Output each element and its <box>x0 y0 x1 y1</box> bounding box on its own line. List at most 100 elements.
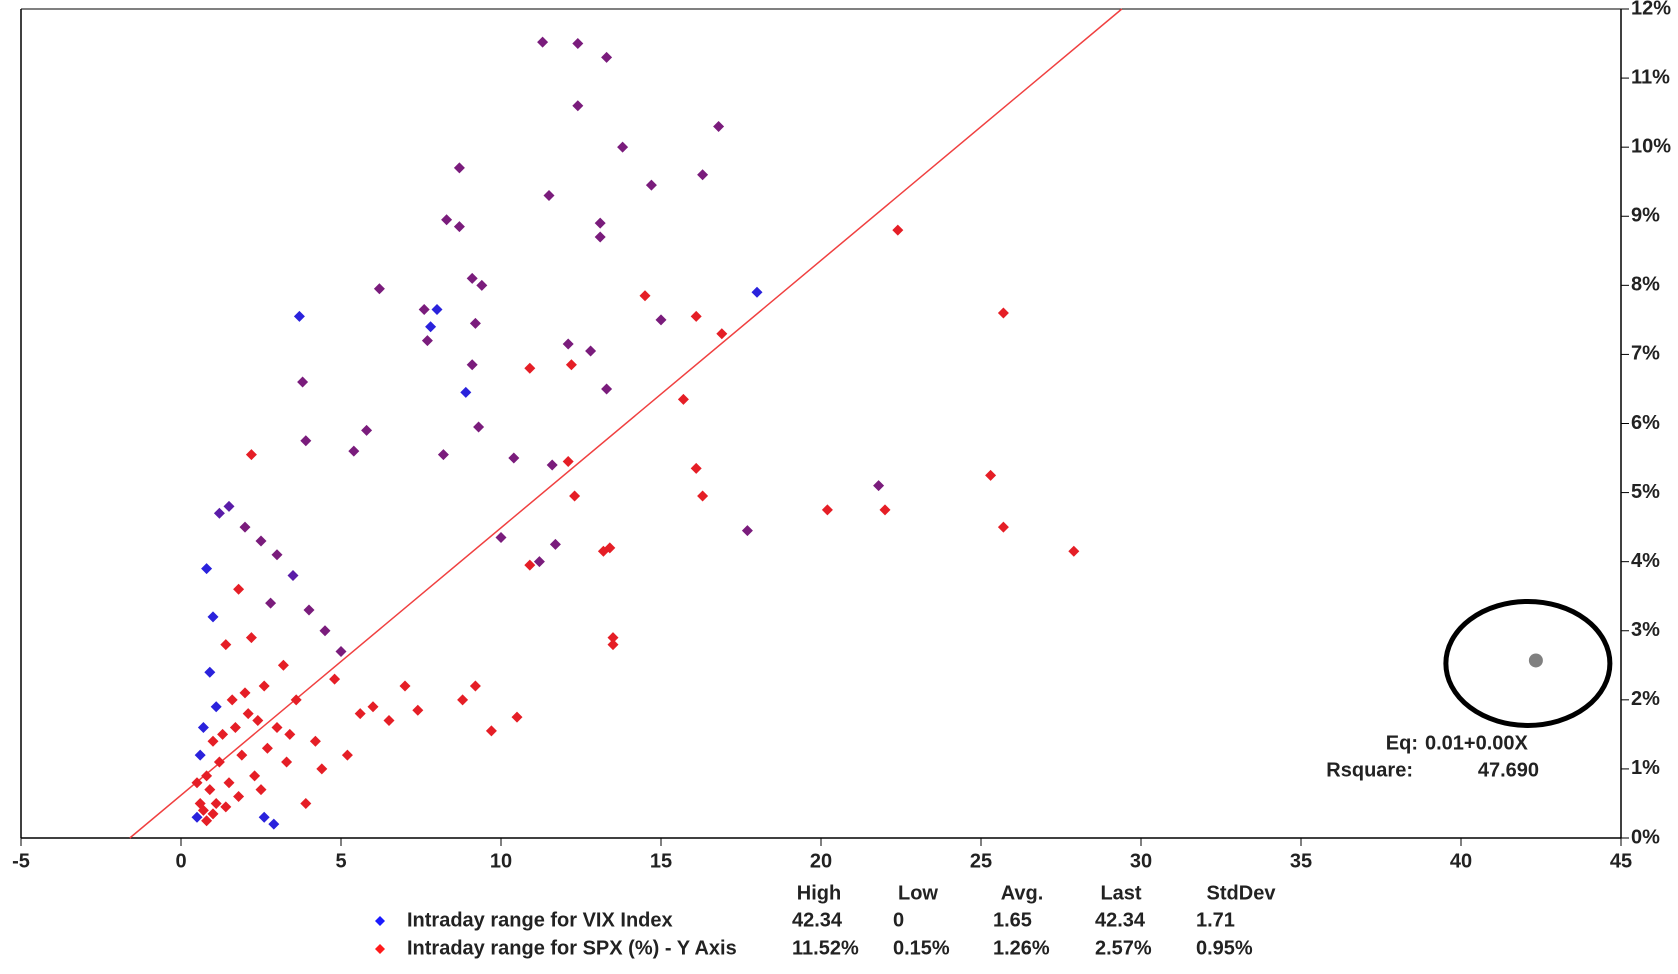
point <box>201 815 213 827</box>
point <box>281 756 293 768</box>
point <box>255 535 267 547</box>
point <box>197 721 209 733</box>
point <box>213 507 225 519</box>
point <box>741 525 753 537</box>
point <box>220 801 232 813</box>
point <box>239 521 251 533</box>
point <box>268 818 280 830</box>
point <box>287 569 299 581</box>
point <box>524 559 536 571</box>
point <box>361 424 373 436</box>
point <box>197 804 209 816</box>
eq-label: Eq: <box>1386 732 1418 754</box>
point <box>245 632 257 644</box>
point <box>594 217 606 229</box>
point <box>607 639 619 651</box>
point <box>207 735 219 747</box>
point <box>255 784 267 796</box>
stats-value: 0 <box>893 909 904 931</box>
point <box>258 811 270 823</box>
point <box>569 490 581 502</box>
point <box>690 462 702 474</box>
point <box>469 317 481 329</box>
point <box>223 777 235 789</box>
stats-value: 0.15% <box>893 937 950 959</box>
stats-value: 11.52% <box>792 937 859 959</box>
point <box>373 283 385 295</box>
point <box>469 680 481 692</box>
point <box>229 721 241 733</box>
point <box>565 359 577 371</box>
point <box>607 632 619 644</box>
point <box>226 694 238 706</box>
point <box>204 784 216 796</box>
point <box>271 721 283 733</box>
point <box>412 704 424 716</box>
point <box>290 694 302 706</box>
point <box>716 328 728 340</box>
point <box>485 725 497 737</box>
point <box>293 310 305 322</box>
point <box>201 563 213 575</box>
point <box>562 455 574 467</box>
point <box>821 504 833 516</box>
point <box>879 504 891 516</box>
point <box>239 687 251 699</box>
point <box>604 542 616 554</box>
x-tick-label: 45 <box>1610 850 1632 872</box>
point <box>213 756 225 768</box>
rsq-value: 47.690 <box>1478 759 1539 781</box>
point <box>645 179 657 191</box>
point <box>697 490 709 502</box>
stats-value: 1.71 <box>1196 909 1235 931</box>
point <box>223 500 235 512</box>
legend-label: Intraday range for SPX (%) - Y Axis <box>407 937 737 959</box>
point <box>265 597 277 609</box>
point <box>562 338 574 350</box>
point <box>431 304 443 316</box>
point <box>319 625 331 637</box>
point <box>421 335 433 347</box>
highlight-point <box>1528 653 1543 668</box>
point <box>277 659 289 671</box>
y-tick-label: 9% <box>1631 205 1660 227</box>
point <box>655 314 667 326</box>
point <box>533 556 545 568</box>
x-tick-label: -5 <box>12 850 30 872</box>
y-tick-label: 4% <box>1631 550 1660 572</box>
point <box>194 749 206 761</box>
stats-value: 42.34 <box>1095 909 1146 931</box>
y-tick-label: 3% <box>1631 619 1660 641</box>
point <box>207 611 219 623</box>
point <box>453 162 465 174</box>
point <box>1068 545 1080 557</box>
stats-header: Low <box>898 882 938 904</box>
point <box>236 749 248 761</box>
point <box>524 362 536 374</box>
point <box>549 538 561 550</box>
y-tick-label: 2% <box>1631 688 1660 710</box>
point <box>316 763 328 775</box>
point <box>639 290 651 302</box>
legend-marker <box>375 944 385 954</box>
x-tick-label: 40 <box>1450 850 1472 872</box>
point <box>300 797 312 809</box>
point <box>210 701 222 713</box>
x-tick-label: 25 <box>970 850 992 872</box>
point <box>453 221 465 233</box>
point <box>572 100 584 112</box>
point <box>399 680 411 692</box>
point <box>594 231 606 243</box>
point <box>537 36 549 48</box>
y-tick-label: 5% <box>1631 481 1660 503</box>
point <box>466 272 478 284</box>
y-tick-label: 7% <box>1631 343 1660 365</box>
point <box>303 604 315 616</box>
stats-header: Avg. <box>1001 882 1044 904</box>
point <box>418 304 430 316</box>
point <box>601 383 613 395</box>
legend-marker <box>375 916 385 926</box>
point <box>258 680 270 692</box>
point <box>543 190 555 202</box>
